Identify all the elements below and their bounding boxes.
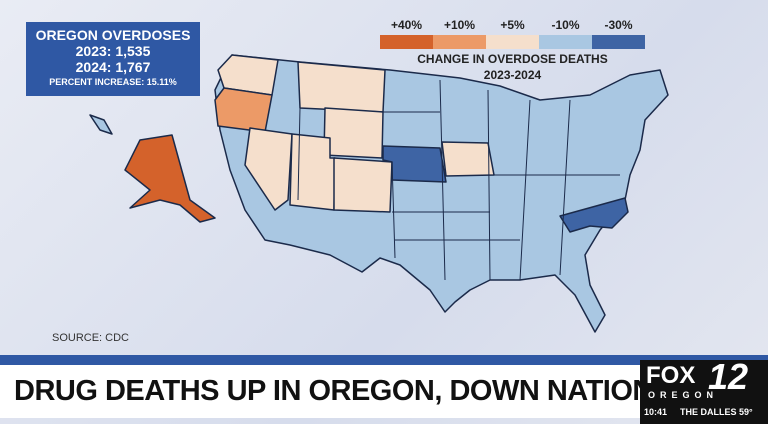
utah <box>289 133 336 211</box>
weather: THE DALLES 59° <box>680 407 753 417</box>
legend: +40% +10% +5% -10% -30% CHANGE IN OVERDOSE D… <box>380 18 645 81</box>
legend-swatch <box>433 35 486 49</box>
legend-item: -10% <box>539 18 592 49</box>
legend-item: +5% <box>486 18 539 49</box>
legend-label: +40% <box>390 18 423 32</box>
state-borders <box>297 79 620 281</box>
strip <box>0 355 768 365</box>
alaska <box>124 134 216 223</box>
legend-label: +10% <box>443 18 476 32</box>
legend-item: +40% <box>380 18 433 49</box>
wyoming <box>323 107 384 159</box>
legend-subtitle: 2023-2024 <box>483 68 542 82</box>
info-line: 2024: 1,767 <box>75 59 151 75</box>
oregon <box>214 87 273 133</box>
source: SOURCE: CDC <box>52 332 130 344</box>
info-box: OREGON OVERDOSES 2023: 1,535 2024: 1,767… <box>26 22 200 96</box>
north-carolina <box>559 197 629 233</box>
hawaii <box>89 114 113 135</box>
clock: 10:41 <box>644 407 668 417</box>
legend-label: +5% <box>500 18 525 32</box>
station-name: FOX <box>646 362 696 389</box>
legend-label: -10% <box>551 18 580 32</box>
legend-label: -30% <box>604 18 633 32</box>
station-logo: FOX 12 OREGON 10:41 THE DALLES 59° <box>640 356 768 424</box>
legend-item: +10% <box>433 18 486 49</box>
station-region: OREGON <box>648 390 719 400</box>
legend-swatches: +40% +10% +5% -10% -30% <box>380 18 645 49</box>
idaho-montana <box>297 61 386 113</box>
info-line: 2023: 1,535 <box>75 43 151 59</box>
map <box>89 54 669 333</box>
legend-swatch <box>539 35 592 49</box>
nevada <box>244 127 293 211</box>
station-number: 12 <box>708 356 749 397</box>
info-title: OREGON OVERDOSES <box>35 27 191 43</box>
legend-swatch <box>380 35 433 49</box>
colorado <box>333 157 393 213</box>
headline: DRUG DEATHS UP IN OREGON, DOWN NATIONWID… <box>0 365 727 418</box>
legend-title: CHANGE IN OVERDOSE DEATHS <box>417 52 608 66</box>
legend-item: -30% <box>592 18 645 49</box>
info-note: PERCENT INCREASE: 15.11% <box>49 77 177 87</box>
legend-swatch <box>592 35 645 49</box>
border <box>297 79 620 281</box>
iowa <box>441 141 495 177</box>
legend-swatch <box>486 35 539 49</box>
nebraska <box>382 145 447 183</box>
